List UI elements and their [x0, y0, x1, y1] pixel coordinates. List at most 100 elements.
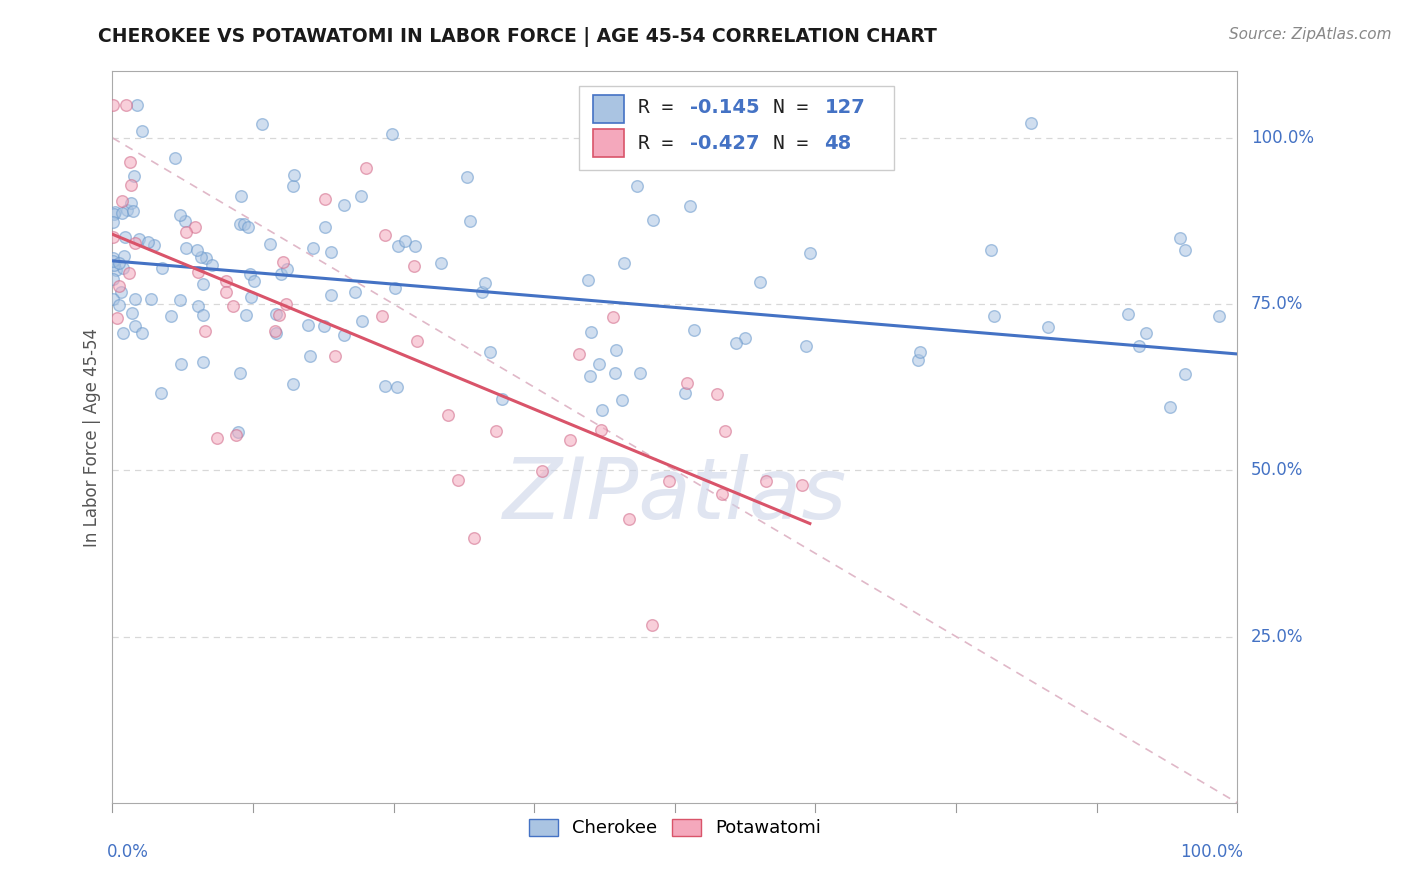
- Text: 75.0%: 75.0%: [1251, 295, 1303, 313]
- Point: [352, 313, 374, 327]
- Point: [187, 264, 209, 278]
- Point: [150, 260, 173, 275]
- Point: [711, 487, 734, 501]
- Point: [101, 292, 124, 306]
- Text: 100.0%: 100.0%: [1180, 843, 1243, 861]
- Point: [120, 195, 142, 210]
- Point: [191, 308, 214, 322]
- Point: [107, 256, 129, 270]
- Point: [276, 261, 298, 276]
- Text: -0.145: -0.145: [689, 98, 759, 118]
- Text: N =: N =: [773, 98, 820, 118]
- Point: [471, 285, 494, 299]
- Point: [458, 214, 481, 228]
- Point: [323, 350, 346, 364]
- Point: [264, 307, 287, 321]
- Point: [983, 309, 1005, 323]
- Point: [225, 428, 247, 442]
- Point: [1174, 367, 1197, 381]
- Point: [907, 352, 929, 367]
- Point: [404, 239, 426, 253]
- Point: [250, 117, 273, 131]
- Point: [613, 256, 636, 270]
- Point: [163, 151, 186, 165]
- Point: [108, 279, 131, 293]
- Point: [101, 272, 124, 286]
- Point: [319, 244, 342, 259]
- Point: [107, 311, 129, 326]
- Point: [103, 258, 125, 272]
- Text: 50.0%: 50.0%: [1251, 461, 1303, 479]
- Point: [479, 345, 502, 359]
- Text: R =: R =: [638, 98, 685, 118]
- Point: [169, 209, 191, 223]
- Point: [314, 192, 336, 206]
- Legend: Cherokee, Potawatomi: Cherokee, Potawatomi: [520, 810, 830, 847]
- Point: [101, 214, 124, 228]
- Point: [748, 275, 770, 289]
- Point: [321, 287, 343, 301]
- Point: [591, 402, 613, 417]
- Point: [1019, 116, 1042, 130]
- Point: [350, 188, 373, 202]
- Point: [333, 328, 356, 343]
- Point: [142, 238, 165, 252]
- Text: R =: R =: [638, 134, 685, 153]
- Point: [301, 241, 323, 255]
- Point: [406, 334, 429, 348]
- Point: [588, 357, 610, 371]
- Point: [641, 212, 664, 227]
- Point: [174, 213, 197, 227]
- Point: [281, 377, 304, 392]
- Point: [385, 380, 408, 394]
- Point: [373, 378, 395, 392]
- Point: [1116, 307, 1139, 321]
- Text: 127: 127: [824, 98, 865, 118]
- Point: [107, 298, 129, 312]
- Point: [579, 325, 602, 339]
- Point: [568, 347, 591, 361]
- Point: [281, 179, 304, 194]
- Point: [101, 97, 124, 112]
- Point: [628, 366, 651, 380]
- Point: [270, 267, 292, 281]
- Point: [104, 204, 127, 219]
- Point: [121, 306, 143, 320]
- Point: [1159, 400, 1181, 414]
- Point: [371, 310, 394, 324]
- Point: [384, 281, 406, 295]
- Point: [215, 274, 238, 288]
- Point: [201, 258, 224, 272]
- Point: [232, 217, 254, 231]
- Point: [194, 324, 217, 338]
- Point: [714, 424, 737, 438]
- Point: [474, 276, 496, 290]
- Point: [101, 251, 124, 265]
- Point: [239, 290, 262, 304]
- Point: [264, 324, 287, 338]
- FancyBboxPatch shape: [593, 129, 624, 157]
- Point: [429, 256, 451, 270]
- Point: [725, 336, 748, 351]
- Point: [228, 366, 250, 380]
- Point: [124, 292, 146, 306]
- Point: [314, 219, 336, 234]
- Point: [578, 368, 600, 383]
- Point: [215, 285, 238, 300]
- Point: [149, 385, 172, 400]
- Point: [170, 357, 193, 371]
- Text: 48: 48: [824, 134, 852, 153]
- Point: [231, 188, 253, 202]
- Point: [298, 349, 321, 363]
- Point: [605, 366, 627, 380]
- Point: [1174, 243, 1197, 257]
- Text: CHEROKEE VS POTAWATOMI IN LABOR FORCE | AGE 45-54 CORRELATION CHART: CHEROKEE VS POTAWATOMI IN LABOR FORCE | …: [98, 27, 938, 46]
- Point: [706, 386, 728, 401]
- Point: [112, 261, 135, 276]
- Point: [679, 199, 702, 213]
- Point: [980, 244, 1002, 258]
- Text: 25.0%: 25.0%: [1251, 628, 1303, 646]
- Text: 0.0%: 0.0%: [107, 843, 149, 861]
- Point: [127, 97, 149, 112]
- Point: [610, 392, 633, 407]
